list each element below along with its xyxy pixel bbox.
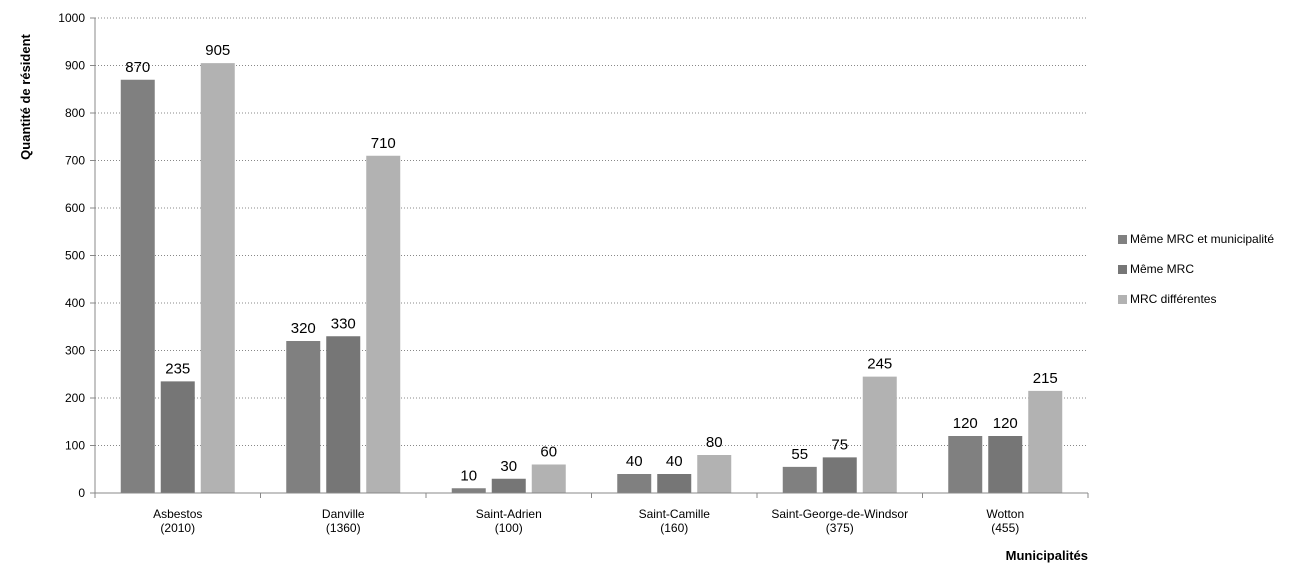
bar <box>120 79 155 493</box>
legend-label: MRC différentes <box>1130 292 1217 306</box>
bar <box>822 457 857 493</box>
legend-label: Même MRC et municipalité <box>1130 232 1275 246</box>
data-label: 870 <box>125 59 150 76</box>
data-label: 75 <box>831 436 848 453</box>
x-tick-label: Danville <box>322 507 365 521</box>
data-label: 235 <box>165 360 190 377</box>
data-label: 40 <box>626 453 643 470</box>
bar <box>782 466 817 493</box>
x-tick-label: (160) <box>660 521 688 535</box>
legend-item: Même MRC et municipalité <box>1118 224 1274 254</box>
bar <box>286 341 321 493</box>
data-label: 330 <box>331 315 356 332</box>
bar <box>697 455 732 493</box>
data-label: 10 <box>460 467 477 484</box>
data-label: 245 <box>867 356 892 373</box>
bar <box>531 464 566 493</box>
y-tick-label: 600 <box>65 201 85 215</box>
data-label: 215 <box>1033 370 1058 387</box>
bar <box>451 488 486 493</box>
data-labels: 870 235 905 320 330 710 10 30 60 40 40 80 55 75 245 120… <box>125 42 1058 484</box>
x-tick-label: Saint-George-de-Windsor <box>771 507 908 521</box>
y-tick-label: 200 <box>65 391 85 405</box>
bar <box>1028 390 1063 493</box>
y-tick-label: 0 <box>78 486 85 500</box>
bar <box>657 474 692 493</box>
x-tick-label: Saint-Camille <box>639 507 711 521</box>
x-tick-label: Asbestos <box>153 507 202 521</box>
y-tick-label: 900 <box>65 59 85 73</box>
x-tick-label: (375) <box>826 521 854 535</box>
data-label: 905 <box>205 42 230 59</box>
x-tick-label: (100) <box>495 521 523 535</box>
legend-label: Même MRC <box>1130 262 1195 276</box>
x-tick-label: (455) <box>991 521 1019 535</box>
bar <box>617 474 652 493</box>
data-label: 120 <box>953 415 978 432</box>
data-label: 30 <box>500 458 517 475</box>
bar <box>491 478 526 493</box>
legend-item: Même MRC <box>1118 254 1274 284</box>
data-label: 40 <box>666 453 683 470</box>
y-tick-label: 100 <box>65 439 85 453</box>
bar <box>988 436 1023 493</box>
legend: Même MRC et municipalité Même MRC MRC diff… <box>1118 224 1274 314</box>
x-tick-label: Wotton <box>986 507 1024 521</box>
x-tick-label: Saint-Adrien <box>476 507 542 521</box>
x-axis-title: Municipalités <box>1006 548 1088 563</box>
y-tick-label: 800 <box>65 106 85 120</box>
bar <box>862 376 897 493</box>
legend-swatch <box>1118 234 1127 244</box>
data-label: 60 <box>540 444 557 461</box>
data-label: 320 <box>291 320 316 337</box>
y-axis-title: Quantité de résident <box>18 33 33 159</box>
bar <box>160 381 195 493</box>
legend-swatch <box>1118 294 1127 304</box>
gridlines <box>95 17 1088 446</box>
legend-item: MRC différentes <box>1118 284 1274 314</box>
y-tick-label: 300 <box>65 344 85 358</box>
x-tick-label: (1360) <box>326 521 361 535</box>
bar <box>948 436 983 493</box>
legend-swatch <box>1118 264 1127 274</box>
axes: 0 100 200 300 400 500 600 700 800 900 1000 Asbestos… <box>58 11 1089 535</box>
x-tick-label: (2010) <box>160 521 195 535</box>
y-tick-label: 1000 <box>58 11 85 25</box>
y-tick-label: 700 <box>65 154 85 168</box>
bar <box>366 155 401 493</box>
y-tick-label: 500 <box>65 249 85 263</box>
data-label: 710 <box>371 135 396 152</box>
data-label: 80 <box>706 434 723 451</box>
data-label: 55 <box>791 446 808 463</box>
y-tick-label: 400 <box>65 296 85 310</box>
bar <box>326 336 361 493</box>
data-label: 120 <box>993 415 1018 432</box>
bar <box>200 63 235 493</box>
bars <box>120 63 1063 493</box>
